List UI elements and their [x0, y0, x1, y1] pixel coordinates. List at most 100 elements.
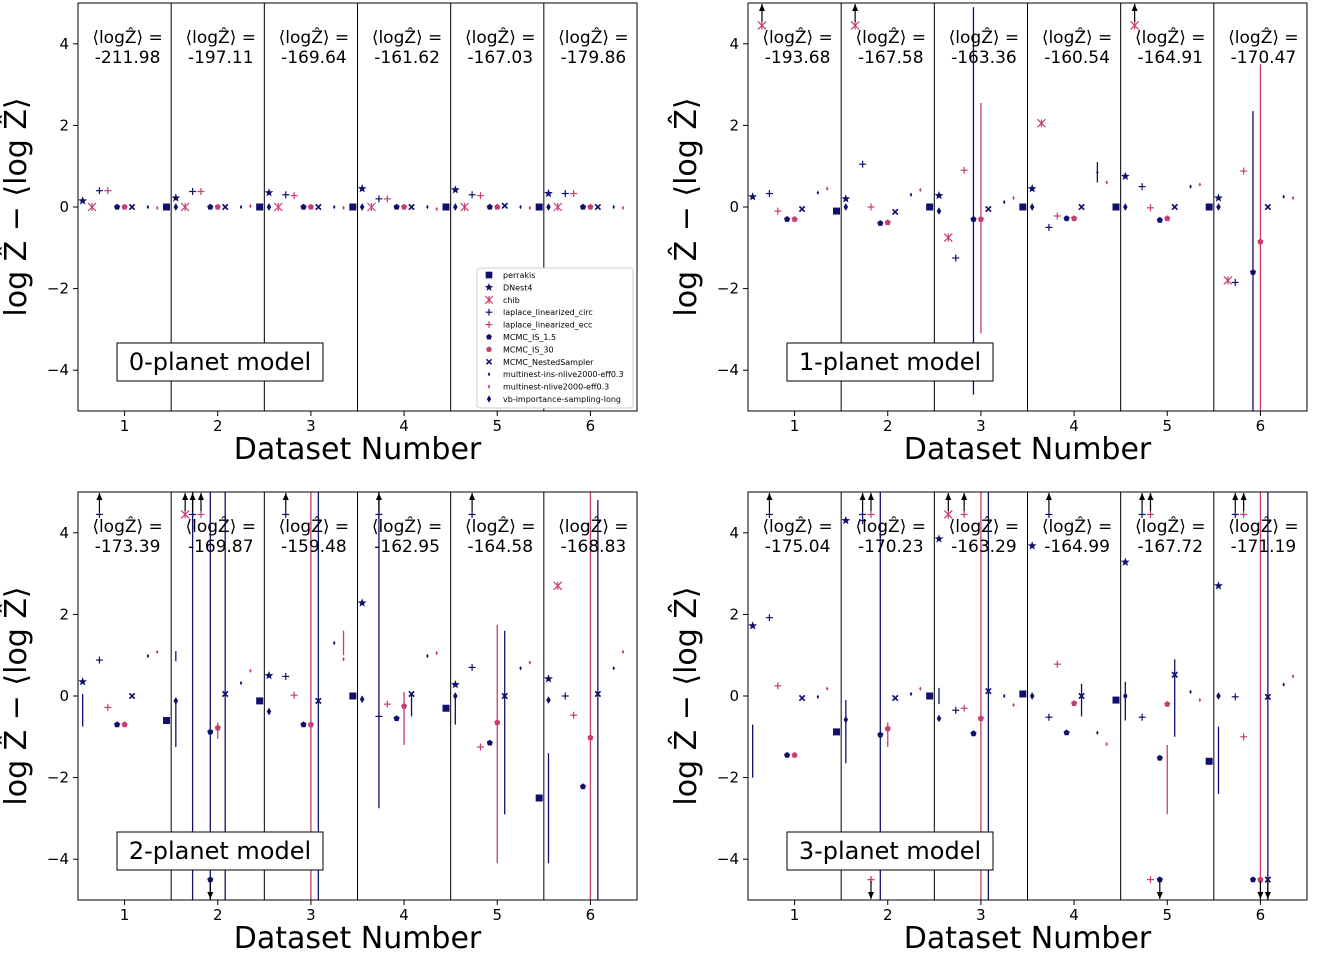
point-MCMC_IS_1.5 — [207, 203, 214, 210]
point-multinest-nlive2000-eff0.3 — [1198, 182, 1202, 187]
point-perrakis — [163, 716, 171, 724]
point-MCMC_IS_30 — [977, 216, 984, 222]
point-laplace_linearized_ecc — [197, 510, 205, 518]
overflow-arrow-head — [867, 493, 874, 500]
point-MCMC_NestedSampler — [1264, 876, 1272, 883]
overflow-arrow — [758, 4, 765, 22]
point-laplace_linearized_ecc — [1053, 660, 1061, 668]
point-laplace_linearized_ecc — [570, 190, 578, 198]
point-MCMC_NestedSampler — [501, 692, 508, 700]
y-tick-label: −4 — [717, 361, 739, 379]
mean-label: ⟨logẐ⟩ = — [465, 515, 535, 537]
mean-label: ⟨logẐ⟩ = — [465, 26, 535, 48]
point-multinest-nlive2000-eff0.3 — [1291, 674, 1295, 679]
x-tick-label: 1 — [120, 906, 130, 924]
mean-label: ⟨logẐ⟩ = — [558, 26, 628, 48]
point-MCMC_IS_1.5 — [579, 203, 587, 210]
overflow-arrow — [1257, 881, 1264, 899]
legend-label: MCMC_IS_30 — [503, 345, 554, 354]
x-axis-label: Dataset Number — [904, 921, 1152, 956]
y-tick-label: 0 — [729, 687, 739, 705]
x-tick-label: 6 — [586, 417, 596, 435]
point-multinest-nlive2000-eff0.3 — [528, 205, 532, 211]
overflow-arrow — [1045, 493, 1052, 511]
point-vb-importance-sampling-long — [639, 203, 644, 211]
point-vb-importance-sampling-long — [1216, 203, 1221, 211]
point-multinest-nlive2000-eff0.3 — [435, 206, 438, 212]
point-multinest-nlive2000-eff0.3 — [1012, 702, 1015, 708]
mean-label: ⟨logẐ⟩ = — [279, 515, 349, 537]
x-tick-label: 3 — [976, 417, 986, 435]
point-chib — [1223, 276, 1233, 285]
point-vb-importance-sampling-long — [546, 203, 551, 211]
point-vb-importance-sampling-long — [359, 203, 365, 211]
point-MCMC_NestedSampler — [222, 203, 229, 211]
mean-value: -167.72 — [1137, 537, 1203, 557]
point-laplace_linearized_circ — [375, 712, 383, 720]
x-tick-label: 2 — [883, 906, 893, 924]
point-MCMC_IS_30 — [884, 219, 891, 226]
point-multinest-nlive2000-eff0.3 — [825, 186, 829, 191]
point-vb-importance-sampling-long — [266, 203, 272, 211]
overflow-arrow-head — [859, 493, 866, 500]
point-multinest-ins-nlive2000-eff0.3 — [1002, 199, 1006, 205]
point-MCMC_IS_1.5 — [1249, 269, 1257, 275]
mean-value: -164.91 — [1137, 48, 1203, 68]
point-DNest4 — [357, 184, 367, 193]
y-tick-label: −2 — [47, 280, 69, 298]
point-MCMC_NestedSampler — [594, 203, 602, 211]
mean-label: ⟨logẐ⟩ = — [1228, 26, 1298, 48]
overflow-arrow — [1131, 4, 1138, 22]
point-laplace_linearized_circ — [468, 510, 476, 518]
point-perrakis — [1205, 757, 1213, 765]
x-tick-label: 6 — [1256, 417, 1266, 435]
mean-value: -168.83 — [561, 537, 627, 557]
point-multinest-ins-nlive2000-eff0.3 — [1282, 194, 1285, 200]
mean-label: ⟨logẐ⟩ = — [1042, 26, 1112, 48]
point-MCMC_IS_30 — [401, 703, 408, 709]
point-DNest4 — [544, 188, 553, 198]
point-multinest-ins-nlive2000-eff0.3 — [1189, 689, 1192, 695]
x-tick-label: 5 — [492, 417, 502, 435]
overflow-arrow — [859, 493, 866, 511]
legend-marker-DNest4 — [484, 283, 494, 291]
mean-value: -169.87 — [188, 537, 254, 557]
point-perrakis — [740, 746, 747, 753]
point-chib — [1037, 118, 1046, 128]
point-multinest-nlive2000-eff0.3 — [155, 205, 159, 211]
overflow-arrow — [766, 493, 773, 511]
point-laplace_linearized_circ — [95, 656, 103, 664]
x-tick-label: 1 — [790, 417, 800, 435]
overflow-arrow — [1264, 881, 1271, 899]
point-chib — [553, 202, 563, 212]
overflow-arrow — [1139, 493, 1146, 511]
point-laplace_linearized_circ — [282, 510, 290, 518]
point-laplace_linearized_circ — [375, 195, 383, 203]
point-MCMC_IS_30 — [791, 751, 798, 758]
point-MCMC_IS_30 — [884, 725, 891, 732]
x-axis-label: Dataset Number — [234, 921, 482, 956]
mean-value: -159.48 — [281, 537, 347, 557]
point-DNest4 — [1214, 193, 1223, 202]
point-multinest-nlive2000-eff0.3 — [621, 649, 625, 655]
point-perrakis — [442, 704, 450, 712]
point-MCMC_IS_1.5 — [207, 876, 214, 883]
x-tick-label: 4 — [1069, 417, 1079, 435]
legend-label: vb-importance-sampling-long — [503, 395, 621, 404]
point-laplace_linearized_ecc — [867, 203, 875, 211]
point-chib — [850, 21, 860, 30]
mean-value: -211.98 — [95, 48, 161, 68]
point-multinest-ins-nlive2000-eff0.3 — [332, 204, 336, 210]
y-axis-label: log Ẑ − ⟨log Ẑ⟩ — [0, 586, 34, 805]
point-laplace_linearized_ecc — [104, 703, 112, 711]
point-laplace_linearized_ecc — [1240, 167, 1248, 175]
point-MCMC_IS_1.5 — [486, 203, 493, 210]
point-DNest4 — [934, 191, 944, 200]
point-vb-importance-sampling-long — [546, 696, 551, 704]
overflow-arrow-head — [758, 4, 765, 11]
legend-marker-MCMC_IS_1.5 — [486, 333, 492, 340]
point-vb-importance-sampling-long — [359, 695, 365, 704]
point-DNest4 — [78, 677, 87, 686]
